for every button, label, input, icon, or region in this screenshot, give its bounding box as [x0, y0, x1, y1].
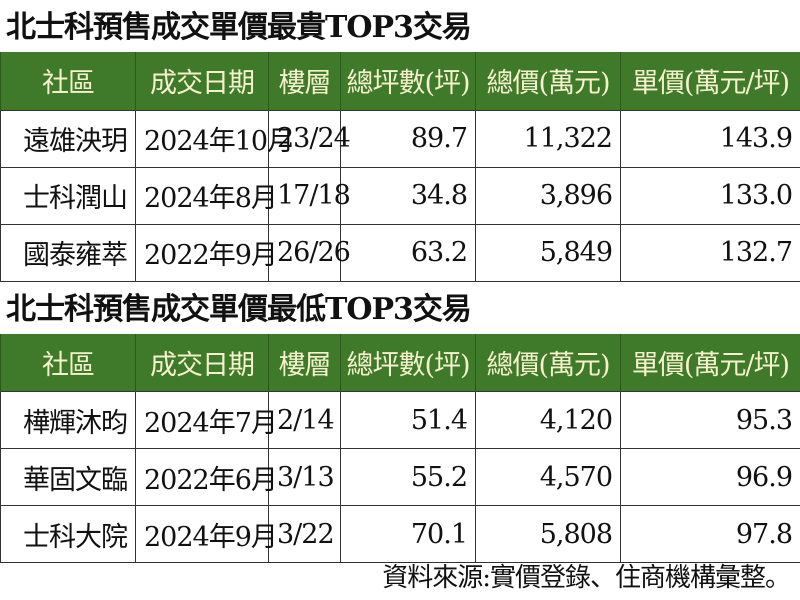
- column-header: 總坪數(坪): [340, 333, 476, 392]
- header-row: 社區 成交日期 樓層 總坪數(坪) 總價(萬元) 單價(萬元/坪): [0, 333, 800, 392]
- column-header: 樓層: [268, 52, 341, 110]
- table-title: 北士科預售成交單價最低TOP3交易: [6, 291, 472, 327]
- table-cell: 2024年10月: [135, 109, 294, 168]
- column-header: 社區: [0, 52, 136, 110]
- table-cell: 51.4: [340, 391, 476, 449]
- table-cell: 2024年8月: [135, 166, 278, 225]
- table-cell: 133.0: [620, 166, 800, 225]
- table-cell: 士科潤山: [0, 166, 136, 225]
- header-row: 社區 成交日期 樓層 總坪數(坪) 總價(萬元) 單價(萬元/坪): [0, 52, 800, 110]
- table-cell: 2022年9月: [135, 223, 278, 282]
- table-cell: 26/26: [268, 223, 351, 282]
- column-header: 社區: [0, 333, 136, 392]
- table-row: 遠雄泱玥 2024年10月 23/24 89.7 11,322 143.9: [0, 109, 800, 168]
- table-row: 樺輝沐昀 2024年7月 2/14 51.4 4,120 95.3: [0, 391, 800, 449]
- table-cell: 96.9: [620, 448, 800, 506]
- transactions-table: 社區 成交日期 樓層 總坪數(坪) 總價(萬元) 單價(萬元/坪) 樺輝沐昀 2024年7月 2…: [0, 333, 800, 563]
- column-header: 單價(萬元/坪): [620, 333, 800, 392]
- column-header: 單價(萬元/坪): [620, 52, 800, 110]
- table-cell: 3,896: [475, 166, 621, 225]
- table-cell: 143.9: [620, 109, 800, 168]
- table-cell: 23/24: [268, 109, 351, 168]
- table-cell: 89.7: [340, 109, 476, 168]
- table-cell: 5,808: [475, 505, 621, 563]
- table-cell: 樺輝沐昀: [0, 391, 136, 449]
- table-cell: 132.7: [620, 223, 800, 282]
- table-cell: 華固文臨: [0, 448, 136, 506]
- table-cell: 34.8: [340, 166, 476, 225]
- table-row: 國泰雍萃 2022年9月 26/26 63.2 5,849 132.7: [0, 223, 800, 282]
- column-header: 總價(萬元): [475, 52, 621, 110]
- column-header: 成交日期: [135, 333, 269, 392]
- column-header: 成交日期: [135, 52, 269, 110]
- source-note: 資料來源:實價登錄、住商機構彙整。: [382, 563, 791, 593]
- table-row: 士科潤山 2024年8月 17/18 34.8 3,896 133.0: [0, 166, 800, 225]
- table-cell: 3/22: [268, 505, 341, 563]
- table-cell: 97.8: [620, 505, 800, 563]
- column-header: 樓層: [268, 333, 341, 392]
- table-cell: 士科大院: [0, 505, 136, 563]
- transactions-table: 社區 成交日期 樓層 總坪數(坪) 總價(萬元) 單價(萬元/坪) 遠雄泱玥 2024年10月…: [0, 52, 800, 282]
- table-cell: 55.2: [340, 448, 476, 506]
- table-cell: 63.2: [340, 223, 476, 282]
- table-cell: 3/13: [268, 448, 341, 506]
- table-cell: 70.1: [340, 505, 476, 563]
- table-cell: 2022年6月: [135, 448, 278, 506]
- table-cell: 17/18: [268, 166, 351, 225]
- table-row: 士科大院 2024年9月 3/22 70.1 5,808 97.8: [0, 505, 800, 563]
- table-cell: 5,849: [475, 223, 621, 282]
- table-cell: 2/14: [268, 391, 341, 449]
- table-cell: 4,570: [475, 448, 621, 506]
- table-cell: 遠雄泱玥: [0, 109, 136, 168]
- table-row: 華固文臨 2022年6月 3/13 55.2 4,570 96.9: [0, 448, 800, 506]
- table-cell: 11,322: [475, 109, 621, 168]
- table-cell: 國泰雍萃: [0, 223, 136, 282]
- table-cell: 95.3: [620, 391, 800, 449]
- table-cell: 2024年9月: [135, 505, 278, 563]
- table-title: 北士科預售成交單價最貴TOP3交易: [6, 10, 472, 45]
- column-header: 總價(萬元): [475, 333, 621, 392]
- column-header: 總坪數(坪): [340, 52, 476, 110]
- table-cell: 2024年7月: [135, 391, 278, 449]
- table-cell: 4,120: [475, 391, 621, 449]
